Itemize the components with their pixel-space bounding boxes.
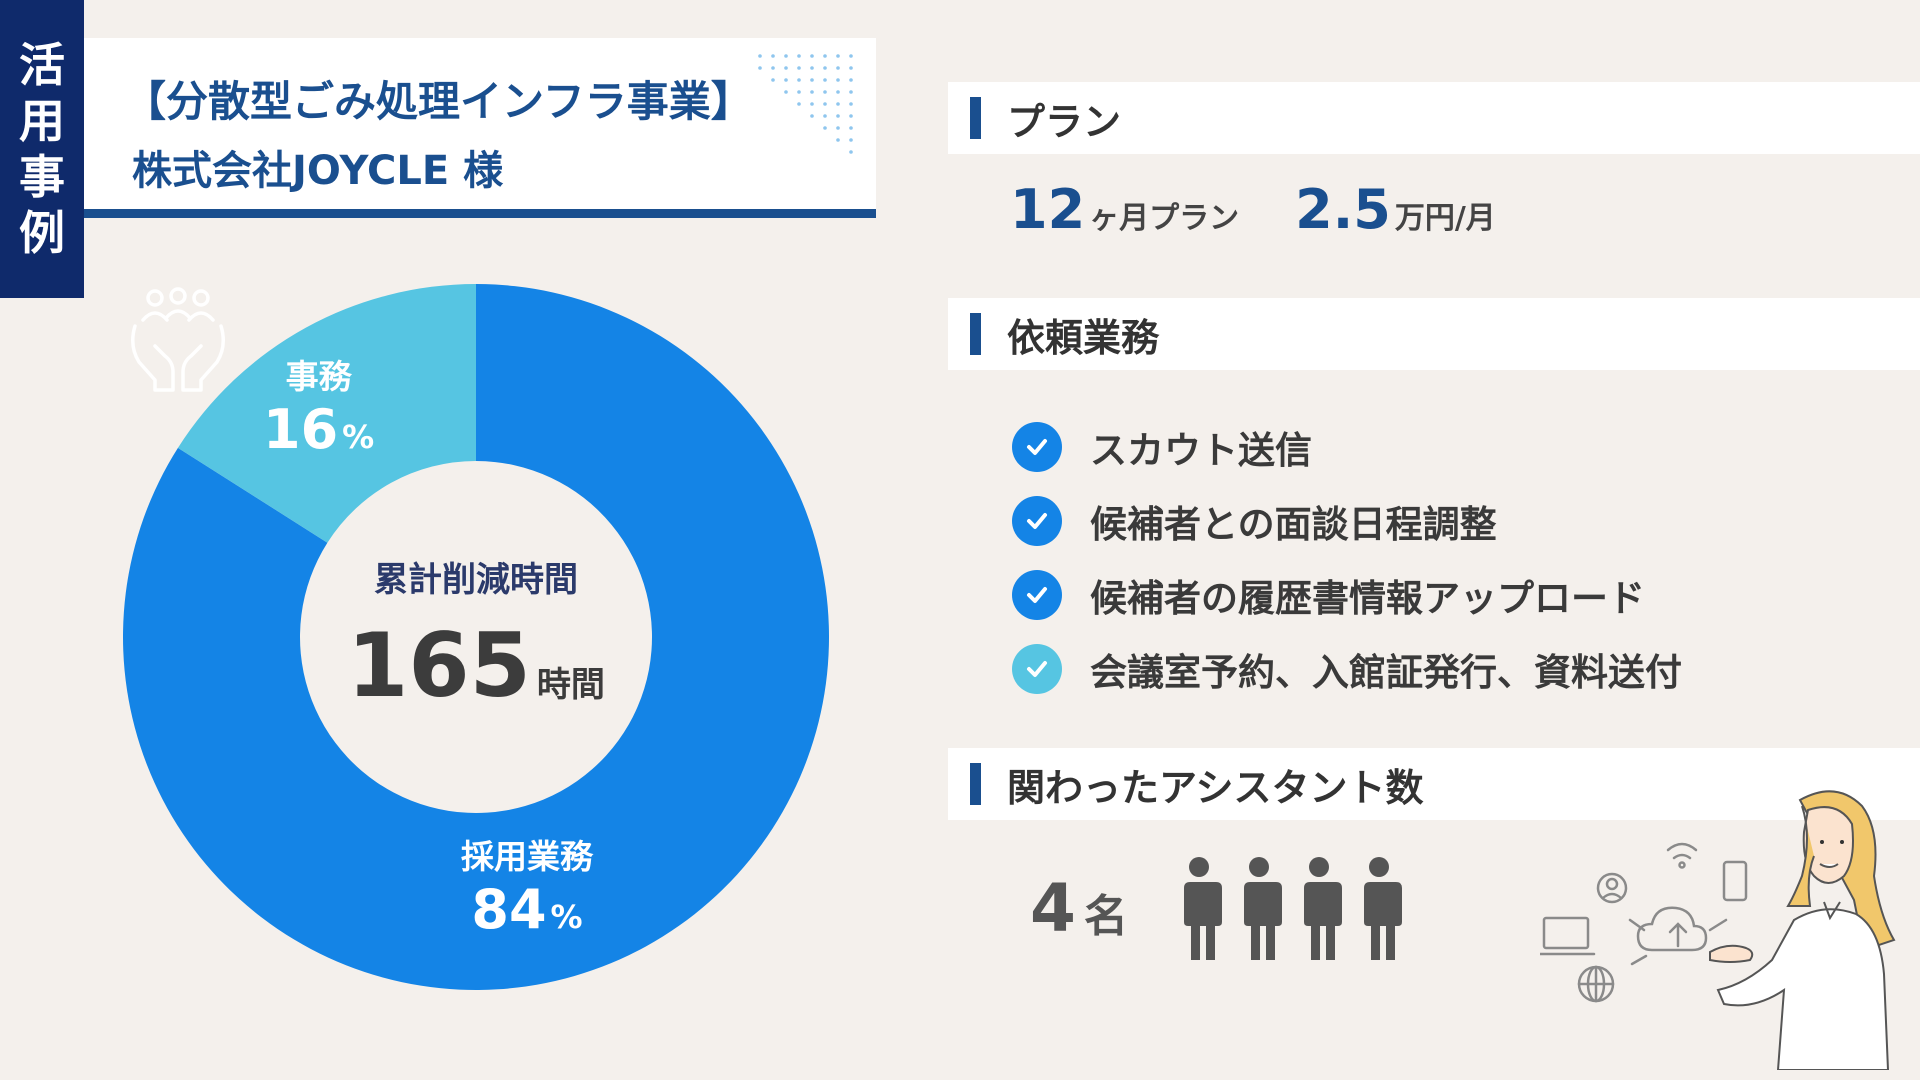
task-label: 会議室予約、入館証発行、資料送付 — [1090, 651, 1682, 694]
tag-char: 用 — [19, 93, 65, 148]
person-icon — [1296, 856, 1342, 968]
person-icon — [1236, 856, 1282, 968]
center-label: 累計削減時間 — [374, 560, 578, 600]
people-icons — [1176, 856, 1402, 968]
recruiting-name: 採用業務 — [461, 837, 593, 876]
dot-pattern-decoration — [758, 54, 853, 154]
office-percent: 16% — [263, 398, 375, 461]
task-item: 会議室予約、入館証発行、資料送付 — [1012, 632, 1682, 706]
donut-svg — [123, 284, 829, 990]
person-icon — [1176, 856, 1222, 968]
task-label: スカウト送信 — [1090, 429, 1312, 472]
tag-char: 例 — [19, 206, 65, 261]
page-title: 【分散型ごみ処理インフラ事業】 — [124, 77, 753, 126]
person-icon — [1356, 856, 1402, 968]
team-hands-icon — [131, 287, 225, 392]
client-name: 株式会社JOYCLE 様 — [132, 148, 504, 194]
recruiting-label: 採用業務 84% — [461, 830, 593, 941]
title-card: 【分散型ごみ処理インフラ事業】 株式会社JOYCLE 様 — [84, 38, 876, 218]
donut-segment-recruiting — [123, 284, 829, 990]
woman-cloud-illustration — [1540, 790, 1896, 1070]
plan-details: 12 ヶ月プラン 2.5 万円/月 — [1010, 178, 1496, 241]
case-study-tag: 活 用 事 例 — [0, 0, 84, 298]
office-label: 事務 16% — [263, 350, 374, 461]
donut-chart: 事務 16% 採用業務 84% 累計削減時間 165 時間 — [123, 284, 829, 990]
tasks-heading: 依頼業務 — [1007, 315, 1160, 360]
plan-months-unit: ヶ月プラン — [1089, 201, 1240, 236]
plan-months: 12 — [1010, 178, 1086, 241]
plan-heading: プラン — [1007, 99, 1122, 144]
task-label: 候補者との面談日程調整 — [1090, 503, 1497, 546]
office-name: 事務 — [285, 357, 352, 396]
donut-segment-office — [177, 284, 476, 543]
plan-section-header: プラン — [948, 82, 1920, 154]
task-list: スカウト送信 候補者との面談日程調整 候補者の履歴書情報アップロード 会議室予約… — [1012, 410, 1682, 706]
check-circle-icon — [1012, 644, 1062, 694]
section-accent — [970, 97, 981, 139]
recruiting-percent: 84% — [471, 878, 583, 941]
assistants-section-header: 関わったアシスタント数 — [948, 748, 1920, 820]
tag-char: 活 — [19, 37, 65, 92]
tag-char: 事 — [19, 150, 65, 204]
section-accent — [970, 313, 981, 355]
task-item: 候補者の履歴書情報アップロード — [1012, 558, 1682, 632]
task-item: スカウト送信 — [1012, 410, 1682, 484]
assistants-heading: 関わったアシスタント数 — [1007, 765, 1424, 810]
check-circle-icon — [1012, 496, 1062, 546]
plan-price: 2.5 — [1295, 178, 1391, 241]
check-circle-icon — [1012, 570, 1062, 620]
plan-price-unit: 万円/月 — [1394, 201, 1496, 236]
tasks-section-header: 依頼業務 — [948, 298, 1920, 370]
task-item: 候補者との面談日程調整 — [1012, 484, 1682, 558]
check-circle-icon — [1012, 422, 1062, 472]
section-accent — [970, 763, 981, 805]
center-value: 165 時間 — [347, 614, 605, 717]
task-label: 候補者の履歴書情報アップロード — [1090, 577, 1645, 620]
